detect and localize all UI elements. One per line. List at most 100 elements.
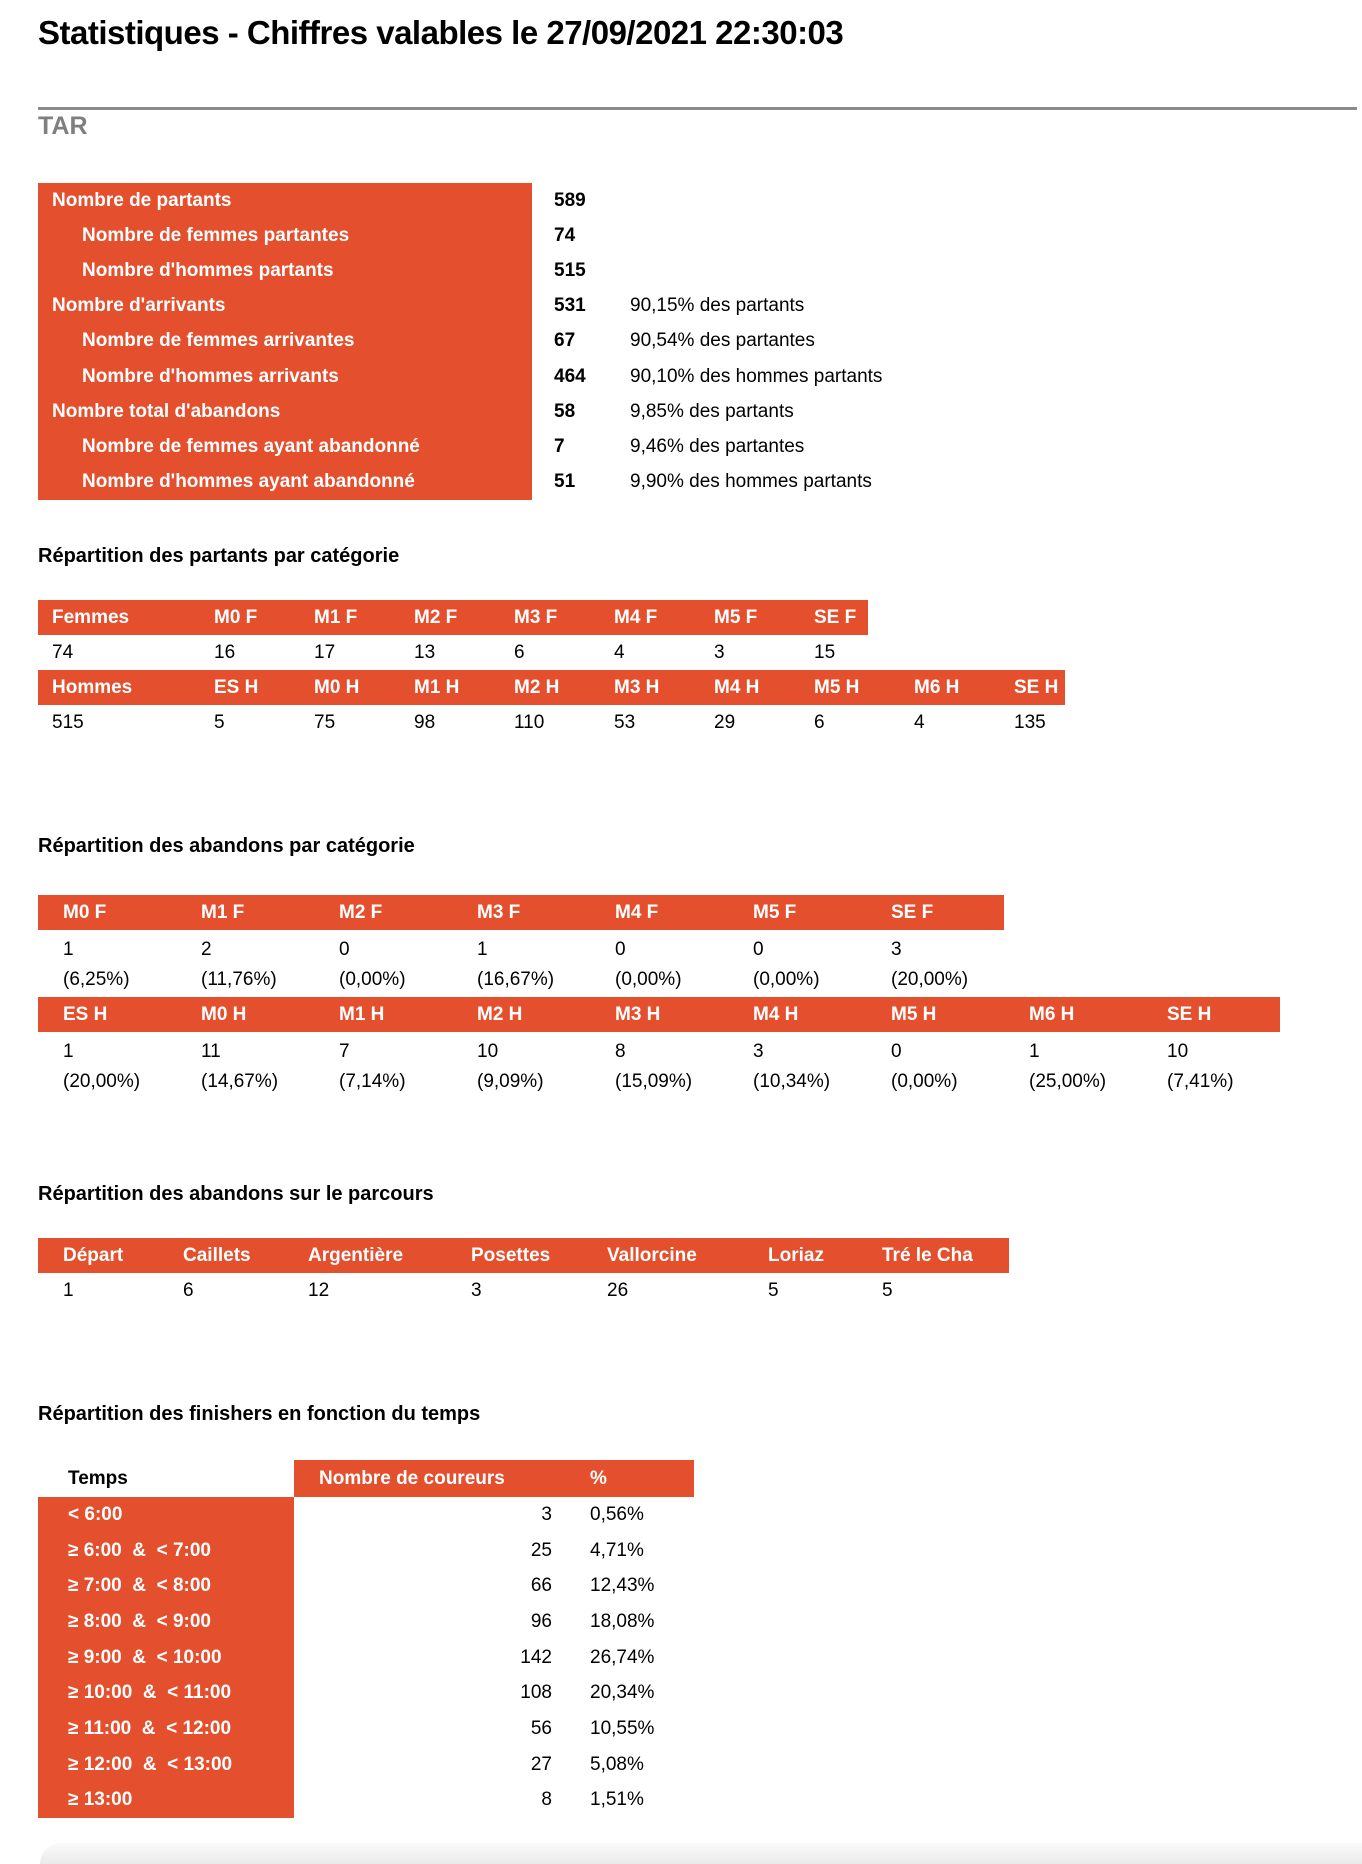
cell-value: 0 (0,00%): [314, 930, 452, 997]
summary-value: 58: [554, 400, 576, 422]
column-header: M4 F: [614, 606, 658, 628]
summary-label: Nombre de femmes ayant abandonné: [38, 429, 532, 465]
checkpoint-header: Argentière: [308, 1244, 404, 1266]
cell-percent: (0,00%): [615, 969, 682, 990]
cell-value: 6: [514, 641, 525, 663]
cell-value: 12: [308, 1279, 330, 1301]
column-header: Hommes: [52, 676, 133, 698]
cell-value: 53: [614, 711, 636, 733]
finishers-row: ≥ 13:00 8 1,51%: [38, 1782, 694, 1819]
cell-percent: (14,67%): [201, 1071, 279, 1092]
column-header: M4 F: [615, 901, 659, 923]
cell-value: 1 (6,25%): [38, 930, 176, 997]
column-header: SE F: [814, 606, 857, 628]
column-header: M1 H: [339, 1003, 385, 1025]
cell-count: 0: [891, 1041, 902, 1062]
cell-percent: (16,67%): [477, 969, 555, 990]
checkpoint-header: Départ: [63, 1244, 124, 1266]
cell-value: 515: [52, 711, 84, 733]
summary-percent-note: 90,54% des partantes: [630, 330, 815, 352]
summary-label: Nombre total d'abandons: [38, 394, 532, 430]
summary-label: Nombre d'hommes arrivants: [38, 358, 532, 395]
summary-value: 464: [554, 365, 586, 387]
summary-value: 589: [554, 189, 586, 211]
cell-percent: (7,41%): [1167, 1071, 1234, 1092]
parcours-section-heading: Répartition des abandons sur le parcours: [38, 1183, 434, 1205]
hommes-values-row: 515 5 75 98 110 53 29 6 4 135: [38, 705, 1065, 740]
percent-column-header: %: [560, 1460, 694, 1497]
cell-percent: (0,00%): [891, 1071, 958, 1092]
column-header: M5 F: [714, 606, 758, 628]
column-header: M0 H: [201, 1003, 247, 1025]
time-range-label: ≥ 11:00 & < 12:00: [38, 1711, 294, 1747]
summary-row: Nombre d'arrivants 531 90,15% des partants: [38, 288, 882, 324]
cell-value: 3: [471, 1279, 482, 1301]
runner-percent: 12,43%: [590, 1575, 655, 1597]
time-range-label: ≥ 6:00 & < 7:00: [38, 1532, 294, 1569]
cell-value: 6: [183, 1279, 194, 1301]
cell-count: 8: [615, 1041, 626, 1062]
runner-percent: 20,34%: [590, 1682, 655, 1704]
time-range-label: ≥ 8:00 & < 9:00: [38, 1604, 294, 1640]
summary-row: Nombre de femmes ayant abandonné 7 9,46% d…: [38, 429, 882, 465]
cell-value: 1 (16,67%): [452, 930, 590, 997]
title-divider: [38, 107, 1357, 110]
column-header: SE H: [1167, 1003, 1212, 1025]
summary-label: Nombre de partants: [38, 183, 532, 219]
footer-panel: [40, 1843, 1362, 1864]
cell-percent: (20,00%): [63, 1071, 141, 1092]
cell-value: 98: [414, 711, 436, 733]
column-header: ES H: [214, 676, 259, 698]
abandons-by-checkpoint-table: Départ Caillets Argentière Posettes Vallorci…: [38, 1238, 1009, 1308]
column-header: M5 H: [891, 1003, 937, 1025]
cell-count: 1: [63, 939, 74, 960]
cell-count: 3: [753, 1041, 764, 1062]
cell-percent: (15,09%): [615, 1071, 693, 1092]
cell-percent: (0,00%): [753, 969, 820, 990]
summary-percent-note: 9,85% des partants: [630, 400, 794, 422]
cell-value: 2 (11,76%): [176, 930, 314, 997]
time-range-label: ≥ 10:00 & < 11:00: [38, 1675, 294, 1712]
summary-row: Nombre de femmes partantes 74: [38, 218, 882, 254]
finishers-row: ≥ 11:00 & < 12:00 56 10,55%: [38, 1711, 694, 1747]
runner-count: 56: [530, 1717, 552, 1739]
cell-percent: (25,00%): [1029, 1071, 1107, 1092]
runner-percent: 18,08%: [590, 1610, 655, 1632]
column-header: M3 H: [614, 676, 660, 698]
column-header: Femmes: [52, 606, 130, 628]
column-header: M3 H: [615, 1003, 661, 1025]
summary-percent-note: 90,15% des partants: [630, 295, 805, 317]
column-header: M4 H: [753, 1003, 799, 1025]
cell-value: 8 (15,09%): [590, 1032, 728, 1099]
abandons-femmes-values-row: 1 (6,25%) 2 (11,76%) 0 (0,00%) 1 (16,67%) 0 (0,00…: [38, 930, 1004, 997]
time-column-header: Temps: [68, 1467, 128, 1489]
column-header: M2 F: [339, 901, 383, 923]
summary-value: 515: [554, 259, 586, 281]
runner-percent: 10,55%: [590, 1717, 655, 1739]
summary-label: Nombre de femmes arrivantes: [38, 323, 532, 359]
finishers-header-row: Temps Nombre de coureurs%: [38, 1460, 694, 1497]
cell-value: 3 (10,34%): [728, 1032, 866, 1099]
cell-count: 2: [201, 939, 212, 960]
time-range-label: ≥ 12:00 & < 13:00: [38, 1746, 294, 1783]
cell-percent: (10,34%): [753, 1071, 831, 1092]
runner-count: 66: [530, 1575, 552, 1597]
runner-percent: 0,56%: [590, 1503, 644, 1525]
cell-value: 5: [214, 711, 225, 733]
runner-count: 108: [520, 1682, 552, 1704]
summary-row: Nombre d'hommes arrivants 464 90,10% des h…: [38, 358, 882, 395]
column-header: M6 H: [1029, 1003, 1075, 1025]
runner-percent: 5,08%: [590, 1753, 644, 1775]
summary-row: Nombre de partants 589: [38, 183, 882, 219]
column-header: M4 H: [714, 676, 760, 698]
column-header: M2 H: [477, 1003, 523, 1025]
cell-value: 4: [914, 711, 925, 733]
runner-count: 142: [520, 1646, 552, 1668]
finishers-row: < 6:00 3 0,56%: [38, 1497, 694, 1533]
cell-value: 74: [52, 641, 74, 663]
cell-value: 26: [607, 1279, 629, 1301]
runner-percent: 1,51%: [590, 1789, 644, 1811]
runner-count: 25: [530, 1539, 552, 1561]
cell-value: 7 (7,14%): [314, 1032, 452, 1099]
finishers-row: ≥ 7:00 & < 8:00 66 12,43%: [38, 1568, 694, 1605]
